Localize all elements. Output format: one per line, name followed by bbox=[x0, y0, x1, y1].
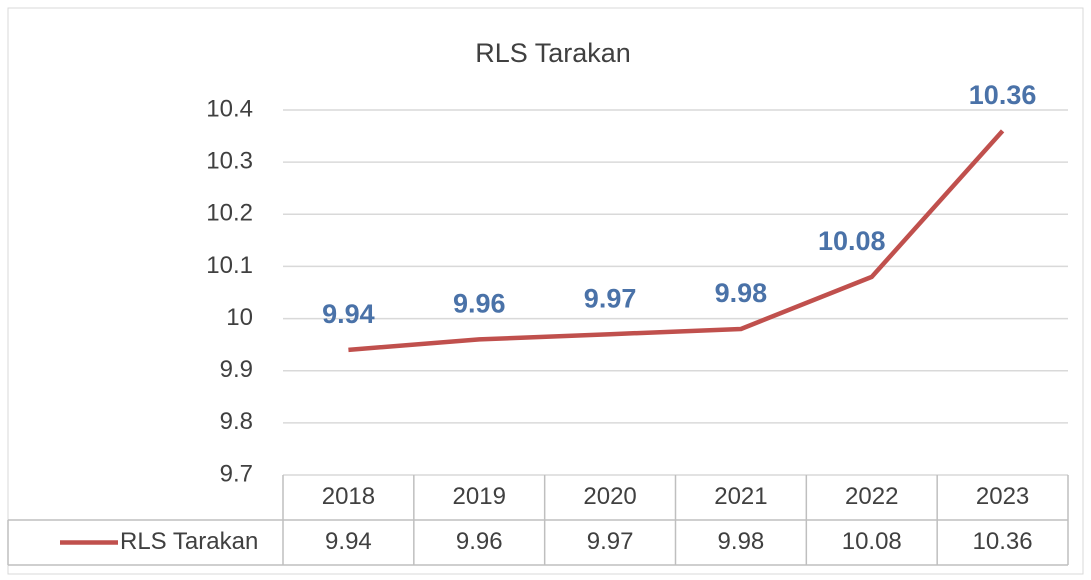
x-tick-label: 2022 bbox=[845, 483, 898, 510]
y-tick-label: 10.3 bbox=[206, 147, 253, 174]
x-tick-label: 2021 bbox=[714, 483, 767, 510]
y-tick-label: 9.8 bbox=[220, 408, 253, 435]
y-tick-label: 10.4 bbox=[206, 95, 253, 122]
data-label: 9.97 bbox=[584, 283, 637, 313]
table-value: 9.97 bbox=[587, 528, 634, 555]
x-tick-label: 2019 bbox=[453, 483, 506, 510]
data-label: 9.98 bbox=[715, 278, 768, 308]
data-label: 9.94 bbox=[322, 299, 375, 329]
table-value: 10.08 bbox=[842, 528, 902, 555]
chart-title: RLS Tarakan bbox=[475, 38, 631, 68]
y-tick-label: 10.1 bbox=[206, 252, 253, 279]
table-value: 9.94 bbox=[325, 528, 372, 555]
legend-label: RLS Tarakan bbox=[120, 528, 258, 555]
series-line bbox=[348, 129, 1005, 353]
data-label: 10.36 bbox=[969, 80, 1037, 110]
y-tick-label: 9.9 bbox=[220, 356, 253, 383]
y-tick-label: 9.7 bbox=[220, 460, 253, 487]
x-tick-label: 2020 bbox=[583, 483, 636, 510]
chart-border bbox=[7, 7, 1084, 575]
y-tick-label: 10.2 bbox=[206, 200, 253, 227]
x-tick-label: 2018 bbox=[322, 483, 375, 510]
table-value: 10.36 bbox=[973, 528, 1033, 555]
y-tick-label: 10 bbox=[226, 304, 253, 331]
data-label: 9.96 bbox=[453, 289, 506, 319]
x-tick-label: 2023 bbox=[976, 483, 1029, 510]
data-label: 10.08 bbox=[818, 226, 886, 256]
table-value: 9.96 bbox=[456, 528, 503, 555]
table-value: 9.98 bbox=[718, 528, 765, 555]
